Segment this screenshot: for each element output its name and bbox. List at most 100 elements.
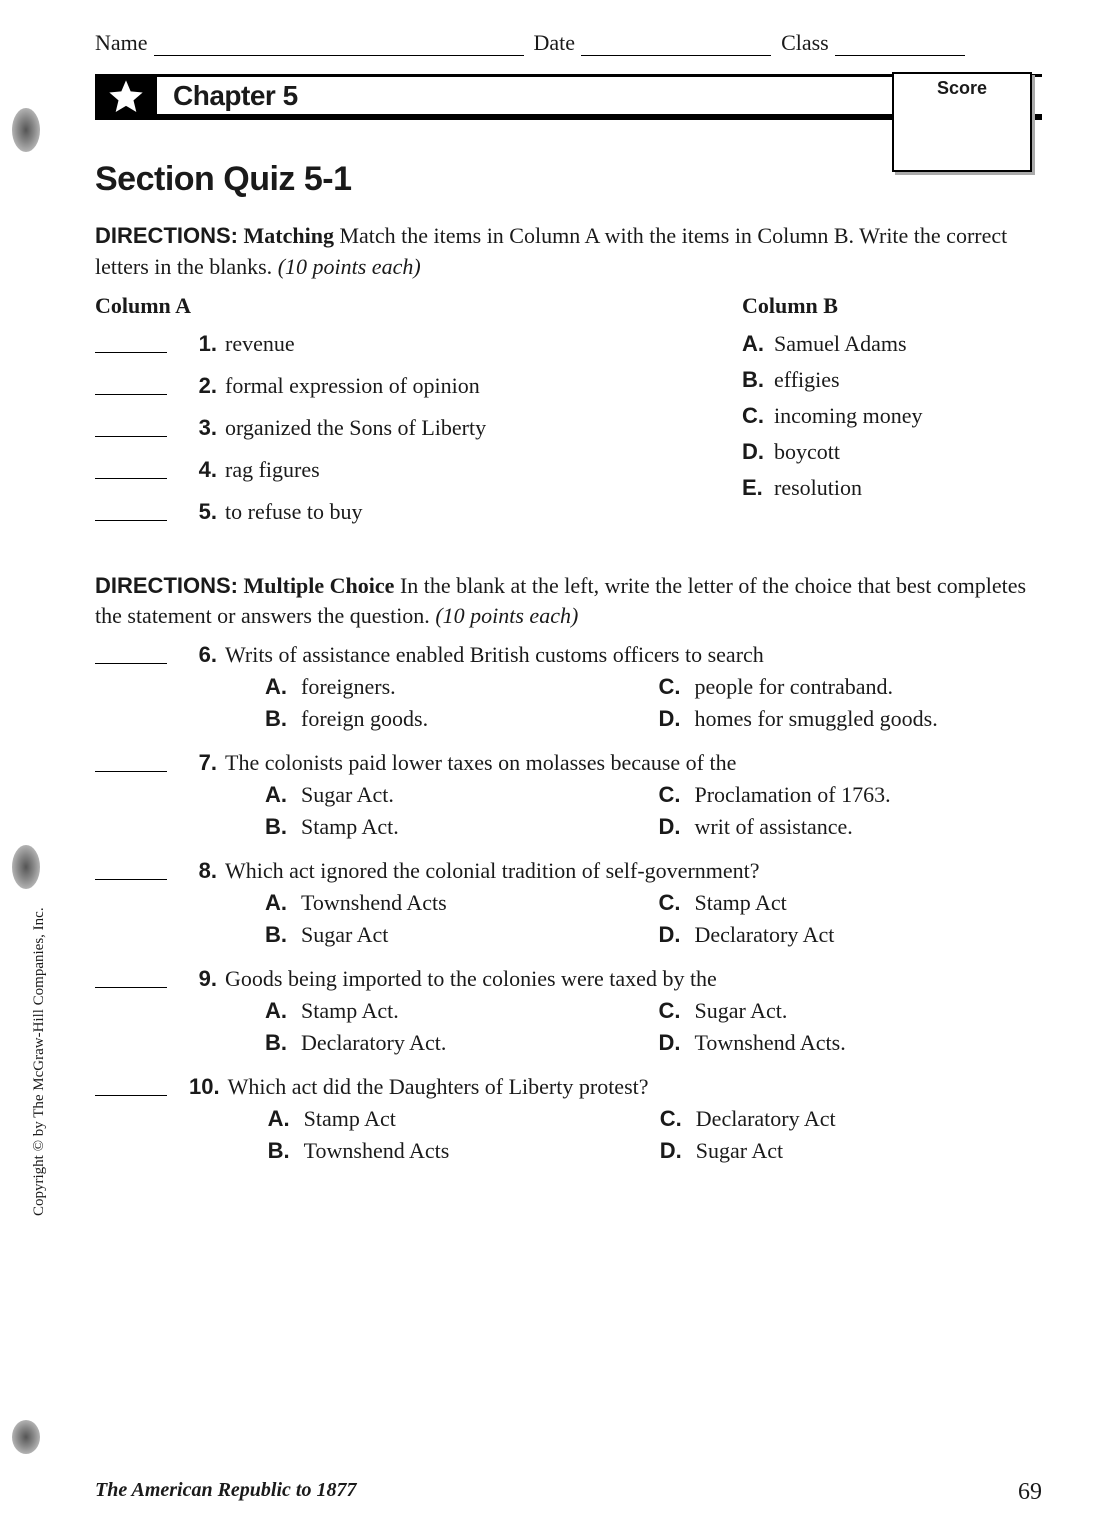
mc-choice: B. Townshend Acts <box>268 1138 650 1164</box>
mc-item: 8.Which act ignored the colonial traditi… <box>95 858 1042 948</box>
option-letter: A. <box>742 331 766 357</box>
choice-text: Proclamation of 1763. <box>695 782 891 808</box>
binder-hole <box>12 1420 40 1454</box>
mc-stem: Goods being imported to the colonies wer… <box>225 966 1042 992</box>
binder-hole <box>12 108 40 152</box>
choice-text: Stamp Act <box>695 890 787 916</box>
choice-text: Sugar Act <box>301 922 388 948</box>
mc-choice: C. Declaratory Act <box>660 1106 1042 1132</box>
option-text: Samuel Adams <box>774 331 907 357</box>
option-text: boycott <box>774 439 840 465</box>
match-item: 2. formal expression of opinion <box>95 373 742 399</box>
choice-text: Sugar Act. <box>695 998 788 1024</box>
item-number: 9. <box>189 966 217 992</box>
choice-letter: A. <box>265 998 293 1024</box>
column-b-head: Column B <box>742 293 1042 319</box>
item-number: 7. <box>189 750 217 776</box>
option-letter: D. <box>742 439 766 465</box>
option-item: A. Samuel Adams <box>742 331 1042 357</box>
option-letter: C. <box>742 403 766 429</box>
choice-text: writ of assistance. <box>695 814 853 840</box>
chapter-label: Chapter 5 <box>173 80 298 112</box>
choice-text: foreigners. <box>301 674 396 700</box>
option-item: D. boycott <box>742 439 1042 465</box>
directions-matching: DIRECTIONS: Matching Match the items in … <box>95 221 1042 283</box>
name-line[interactable] <box>154 55 524 56</box>
mc-stem: Which act did the Daughters of Liberty p… <box>228 1074 1042 1100</box>
choice-letter: C. <box>660 1106 688 1132</box>
class-line[interactable] <box>835 55 965 56</box>
choice-text: Stamp Act. <box>301 998 399 1024</box>
answer-blank[interactable] <box>95 499 167 521</box>
name-label: Name <box>95 30 148 56</box>
footer: The American Republic to 1877 69 <box>95 1479 1042 1506</box>
choice-text: Declaratory Act <box>695 922 835 948</box>
mc-choice: B. Stamp Act. <box>265 814 649 840</box>
match-item: 3. organized the Sons of Liberty <box>95 415 742 441</box>
choice-letter: C. <box>659 674 687 700</box>
choice-letter: D. <box>659 814 687 840</box>
answer-blank[interactable] <box>95 1074 167 1096</box>
answer-blank[interactable] <box>95 415 167 437</box>
answer-blank[interactable] <box>95 966 167 988</box>
column-a: Column A 1.revenue2.formal expression of… <box>95 293 742 541</box>
answer-blank[interactable] <box>95 331 167 353</box>
mc-stem: The colonists paid lower taxes on molass… <box>225 750 1042 776</box>
date-line[interactable] <box>581 55 771 56</box>
choice-letter: D. <box>659 1030 687 1056</box>
answer-blank[interactable] <box>95 750 167 772</box>
mc-choice: A. Stamp Act. <box>265 998 649 1024</box>
choice-letter: D. <box>659 706 687 732</box>
choice-letter: B. <box>265 706 293 732</box>
option-item: B.effigies <box>742 367 1042 393</box>
choice-letter: C. <box>659 890 687 916</box>
mc-choice: D. Sugar Act <box>660 1138 1042 1164</box>
answer-blank[interactable] <box>95 858 167 880</box>
mc-item: 9. Goods being imported to the colonies w… <box>95 966 1042 1056</box>
choice-text: Declaratory Act <box>696 1106 836 1132</box>
choice-text: Townshend Acts <box>304 1138 450 1164</box>
item-number: 1. <box>189 331 217 357</box>
choice-letter: A. <box>265 674 293 700</box>
choice-letter: B. <box>268 1138 296 1164</box>
answer-blank[interactable] <box>95 642 167 664</box>
option-item: E.resolution <box>742 475 1042 501</box>
header-fields: Name Date Class <box>95 30 1042 56</box>
item-number: 3. <box>189 415 217 441</box>
choice-letter: D. <box>660 1138 688 1164</box>
binder-hole <box>12 845 40 889</box>
answer-blank[interactable] <box>95 373 167 395</box>
match-item: 5.to refuse to buy <box>95 499 742 525</box>
mc-choice: D.Declaratory Act <box>659 922 1043 948</box>
item-text: formal expression of opinion <box>225 373 480 399</box>
score-label: Score <box>937 78 987 98</box>
mc-choice: D. homes for smuggled goods. <box>659 706 1043 732</box>
choice-text: foreign goods. <box>301 706 428 732</box>
option-text: incoming money <box>774 403 922 429</box>
item-text: organized the Sons of Liberty <box>225 415 486 441</box>
mc-choice: A.Sugar Act. <box>265 782 649 808</box>
mc-choice: C.Proclamation of 1763. <box>659 782 1043 808</box>
mc-choice: B. foreign goods. <box>265 706 649 732</box>
choice-text: Stamp Act. <box>301 814 399 840</box>
choice-letter: B. <box>265 814 293 840</box>
choice-letter: B. <box>265 922 293 948</box>
mc-choice: B. Sugar Act <box>265 922 649 948</box>
item-number: 2. <box>189 373 217 399</box>
answer-blank[interactable] <box>95 457 167 479</box>
choice-text: homes for smuggled goods. <box>695 706 938 732</box>
mc-item: 10. Which act did the Daughters of Libert… <box>95 1074 1042 1164</box>
choice-text: Sugar Act. <box>301 782 394 808</box>
choice-text: Townshend Acts <box>301 890 447 916</box>
item-text: revenue <box>225 331 295 357</box>
mc-choice: A. foreigners. <box>265 674 649 700</box>
choice-letter: A. <box>265 890 293 916</box>
copyright-text: Copyright © by The McGraw-Hill Companies… <box>31 907 48 1216</box>
directions-mc: DIRECTIONS: Multiple Choice In the blank… <box>95 571 1042 633</box>
item-number: 10. <box>189 1074 220 1100</box>
choice-text: Sugar Act <box>696 1138 783 1164</box>
mc-choice: D.Townshend Acts. <box>659 1030 1043 1056</box>
score-box[interactable]: Score <box>892 72 1032 172</box>
match-item: 4.rag figures <box>95 457 742 483</box>
mc-choice: B.Declaratory Act. <box>265 1030 649 1056</box>
